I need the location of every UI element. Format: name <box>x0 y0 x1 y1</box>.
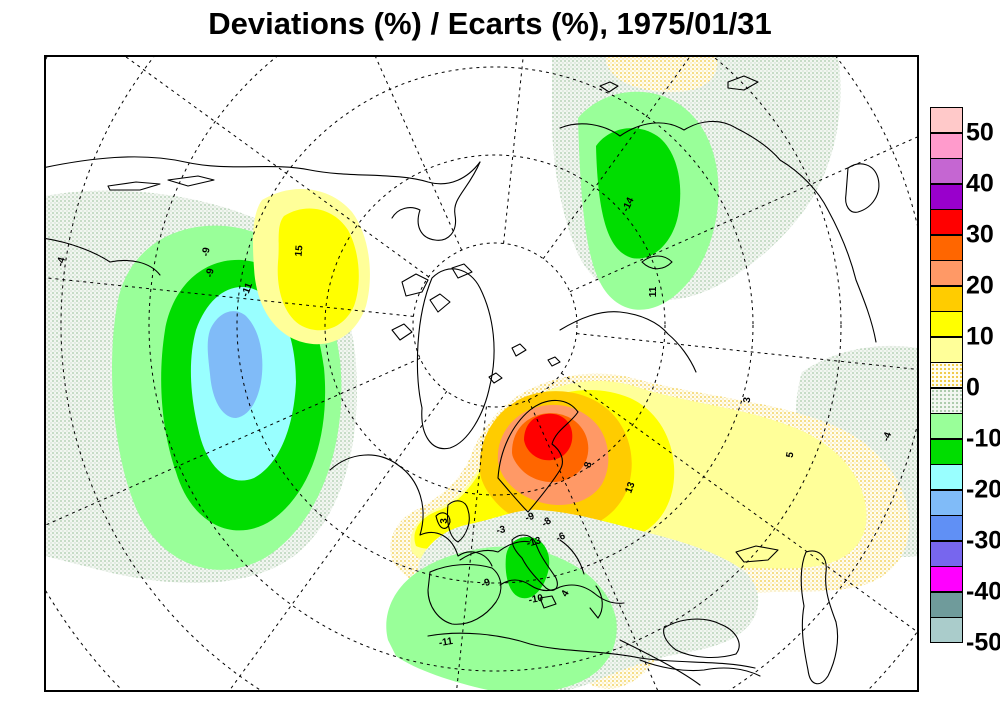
coast-greenland <box>416 268 495 450</box>
coast-black-sea <box>663 618 740 659</box>
legend-swatch-band-25-30 <box>930 234 963 261</box>
legend-tick-label: 50 <box>966 118 994 146</box>
coast-italy <box>511 534 558 609</box>
legend-swatch-band-50-55 <box>930 107 963 133</box>
legend-swatch-band-minus40-minus35 <box>930 566 963 592</box>
legend-swatch-band-35-40 <box>930 183 963 210</box>
legend-swatch-band-40-45 <box>930 158 963 184</box>
contour-value-label: -9 <box>200 246 213 258</box>
coast-svalbard <box>488 343 561 384</box>
legend-swatch-band-minus10-minus5 <box>930 413 963 439</box>
coast-russia-west <box>559 311 697 373</box>
region-siberia-green <box>596 128 681 259</box>
coast-aleutians <box>107 175 215 191</box>
legend-tick-label: -10 <box>966 424 1000 452</box>
coast-bering <box>391 161 481 241</box>
legend-swatch-band-minus25-minus20 <box>930 489 963 516</box>
legend-tick-label: 10 <box>966 322 994 350</box>
legend-swatch-band-minus15-minus10 <box>930 438 963 465</box>
contour-value-label: -9 <box>204 267 217 279</box>
anomaly-regions <box>45 56 918 691</box>
legend-swatch-band-minus5-0 <box>930 387 963 414</box>
contour-value-label: 3 <box>741 396 754 404</box>
map-frame <box>44 55 919 692</box>
legend-swatch-band-0-5 <box>930 362 963 388</box>
coast-caspian <box>800 550 839 685</box>
region-canada-blue-core <box>207 311 263 418</box>
legend-tick-label: 40 <box>966 169 994 197</box>
latitude-circle <box>148 56 842 672</box>
coast-british-isles <box>435 500 470 543</box>
contour-value-label: 3 <box>439 518 450 524</box>
contour-value-label: 15 <box>293 244 306 257</box>
coast-iberia <box>427 564 502 625</box>
legend-tick-label: 20 <box>966 271 994 299</box>
legend-swatch-band-45-50 <box>930 132 963 159</box>
legend-tick-label: -20 <box>966 475 1000 503</box>
legend-swatch-band-15-20 <box>930 285 963 312</box>
coast-siberia-arctic <box>559 120 877 343</box>
coast-alaska-west <box>45 237 161 276</box>
legend-swatch-band-10-15 <box>930 311 963 337</box>
legend-swatch-band-5-10 <box>930 336 963 363</box>
legend-swatch-band-minus20-minus15 <box>930 464 963 490</box>
legend-swatch-band-30-35 <box>930 209 963 235</box>
legend-swatch-band-minus50-minus45 <box>930 617 963 643</box>
legend-tick-label: -30 <box>966 526 1000 554</box>
contour-value-label: 11 <box>648 286 659 298</box>
legend-tick-label: 30 <box>966 220 994 248</box>
coast-balkans-greece <box>559 539 603 619</box>
coast-kamchatka <box>845 163 880 213</box>
legend-swatch-band-minus35-minus30 <box>930 540 963 567</box>
coast-pacific-alaska <box>45 156 481 185</box>
region-alaska-yellow <box>277 208 359 331</box>
legend-tick-label: 0 <box>966 373 980 401</box>
legend-tick-label: -40 <box>966 577 1000 605</box>
region-europe-lightgreen <box>386 546 617 691</box>
region-siberia-yellow-stipple <box>605 56 718 93</box>
coast-nw-europe <box>459 540 531 561</box>
coast-north-africa <box>427 632 756 669</box>
figure-title: Deviations (%) / Ecarts (%), 1975/01/31 <box>208 6 772 41</box>
legend-swatch-band-minus30-minus25 <box>930 515 963 541</box>
legend-tick-label: -50 <box>966 628 1000 656</box>
latitude-circle <box>324 154 666 496</box>
coast-hudson-bay <box>329 454 493 567</box>
latitude-circle <box>236 66 754 584</box>
latitude-circle <box>412 242 578 408</box>
coastlines <box>45 75 880 686</box>
coast-arctic-islands-east <box>599 75 759 270</box>
region-scandinavia-red-core <box>524 413 573 461</box>
coast-aral <box>735 545 779 563</box>
coast-arctic-islands <box>391 263 473 341</box>
legend-swatch-band-minus45-minus40 <box>930 591 963 618</box>
legend-swatch-band-20-25 <box>930 260 963 286</box>
contour-value-label: -3 <box>495 524 507 537</box>
coast-scandinavia <box>497 399 579 513</box>
coast-anatolia <box>639 659 761 677</box>
meridian-line <box>561 372 918 633</box>
